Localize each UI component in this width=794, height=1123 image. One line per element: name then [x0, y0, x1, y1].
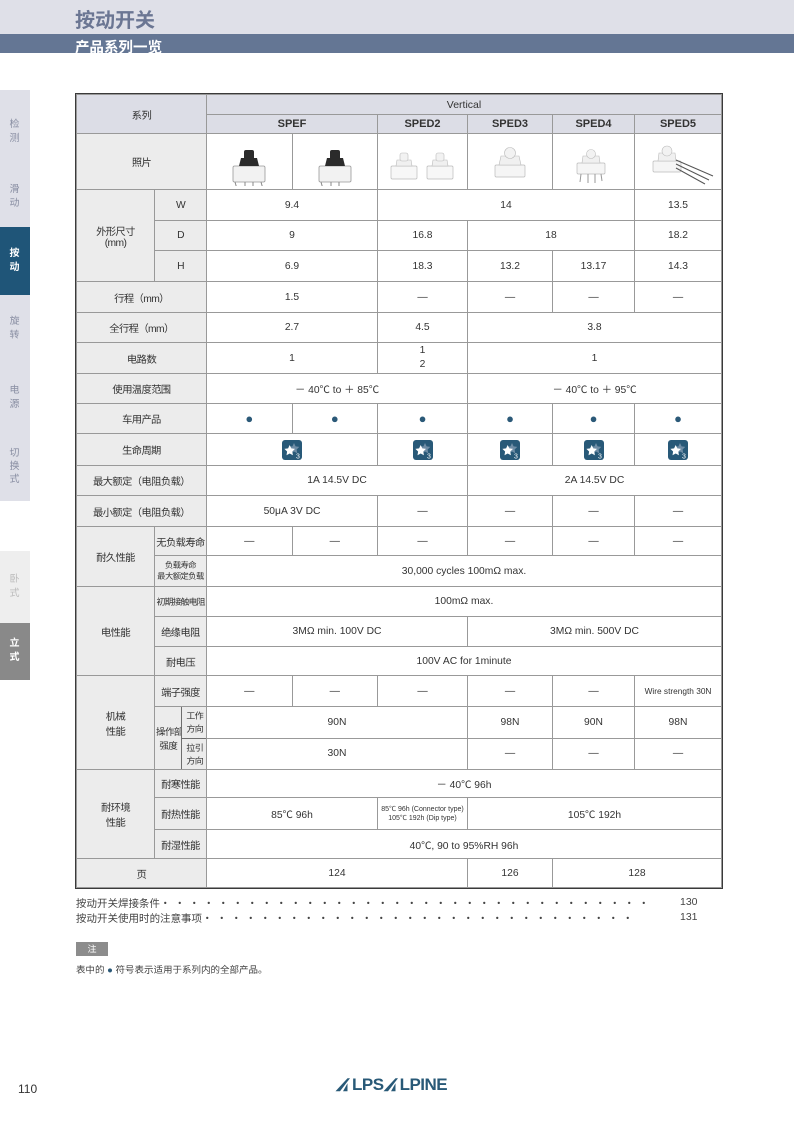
svg-text:3: 3: [427, 453, 431, 460]
svg-text:3: 3: [514, 453, 518, 460]
svg-text:3: 3: [682, 453, 686, 460]
svg-text:3: 3: [296, 453, 300, 460]
svg-text:3: 3: [598, 453, 602, 460]
